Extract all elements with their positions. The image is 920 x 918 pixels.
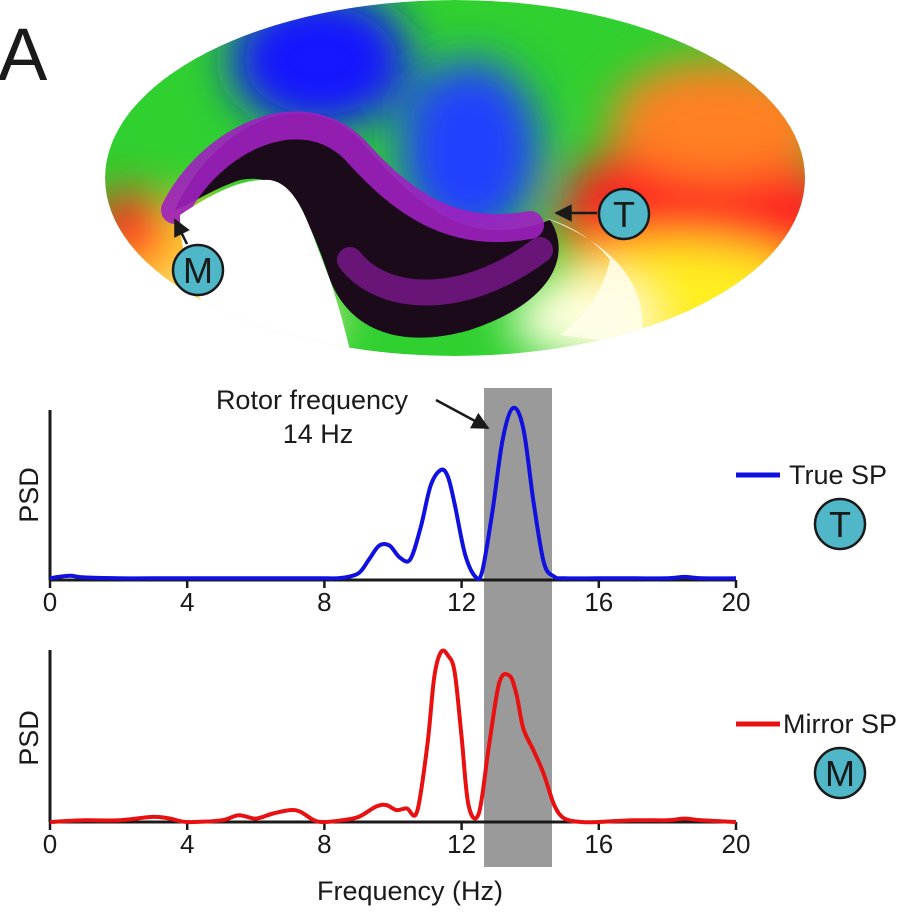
true-sp-marker-label: T (613, 194, 635, 235)
top-x-tick-label: 0 (43, 587, 57, 617)
true-sp-line (49, 405, 737, 582)
legend-mirror-sp: Mirror SP M (736, 709, 897, 800)
annotation-arrow (435, 398, 490, 430)
bottom-y-axis-label: PSD (14, 710, 44, 766)
bottom-x-tick-label: 0 (43, 829, 57, 859)
top-x-tick-label: 12 (447, 587, 476, 617)
bottom-x-tick-label: 16 (584, 829, 613, 859)
top-x-tick-label: 20 (722, 587, 751, 617)
rotor-frequency-annotation: Rotor frequency 14 Hz (216, 385, 490, 449)
legend-true-sp-marker-label: T (829, 504, 851, 545)
mirror-sp-marker-circle (171, 243, 225, 297)
bottom-x-tick-label: 12 (447, 829, 476, 859)
top-x-tick-label: 16 (584, 587, 613, 617)
mirror-sp-arrow (173, 218, 190, 245)
legend-mirror-sp-marker (813, 746, 867, 800)
legend-mirror-sp-label: Mirror SP (783, 709, 897, 739)
mirror-sp-marker: M (171, 218, 225, 297)
top-x-tick-label: 4 (180, 587, 194, 617)
panel-label: A (0, 13, 48, 96)
bottom-x-tick-label: 4 (180, 829, 194, 859)
annotation-line-1: Rotor frequency (216, 385, 409, 415)
phase-map (105, 0, 805, 356)
rotor-frequency-band (484, 388, 552, 867)
mirror-sp-psd-plot: 0 4 8 12 16 20 PSD Frequency (Hz) (14, 648, 751, 906)
mirror-sp-marker-label: M (183, 250, 213, 291)
true-sp-marker: T (554, 187, 651, 241)
legend-true-sp-label: True SP (789, 460, 887, 490)
true-sp-psd-plot: 0 4 8 12 16 20 PSD (14, 405, 751, 617)
legend-true-sp-marker (813, 497, 867, 551)
top-y-axis-label: PSD (14, 467, 44, 523)
bottom-x-tick-label: 20 (722, 829, 751, 859)
mirror-sp-line (49, 648, 737, 825)
legend-true-sp: True SP T (736, 460, 887, 551)
true-sp-marker-circle (597, 187, 651, 241)
x-axis-label: Frequency (Hz) (317, 876, 503, 906)
top-x-tick-label: 8 (317, 587, 331, 617)
bottom-x-tick-label: 8 (317, 829, 331, 859)
legend-mirror-sp-marker-label: M (825, 753, 855, 794)
annotation-line-2: 14 Hz (283, 419, 354, 449)
